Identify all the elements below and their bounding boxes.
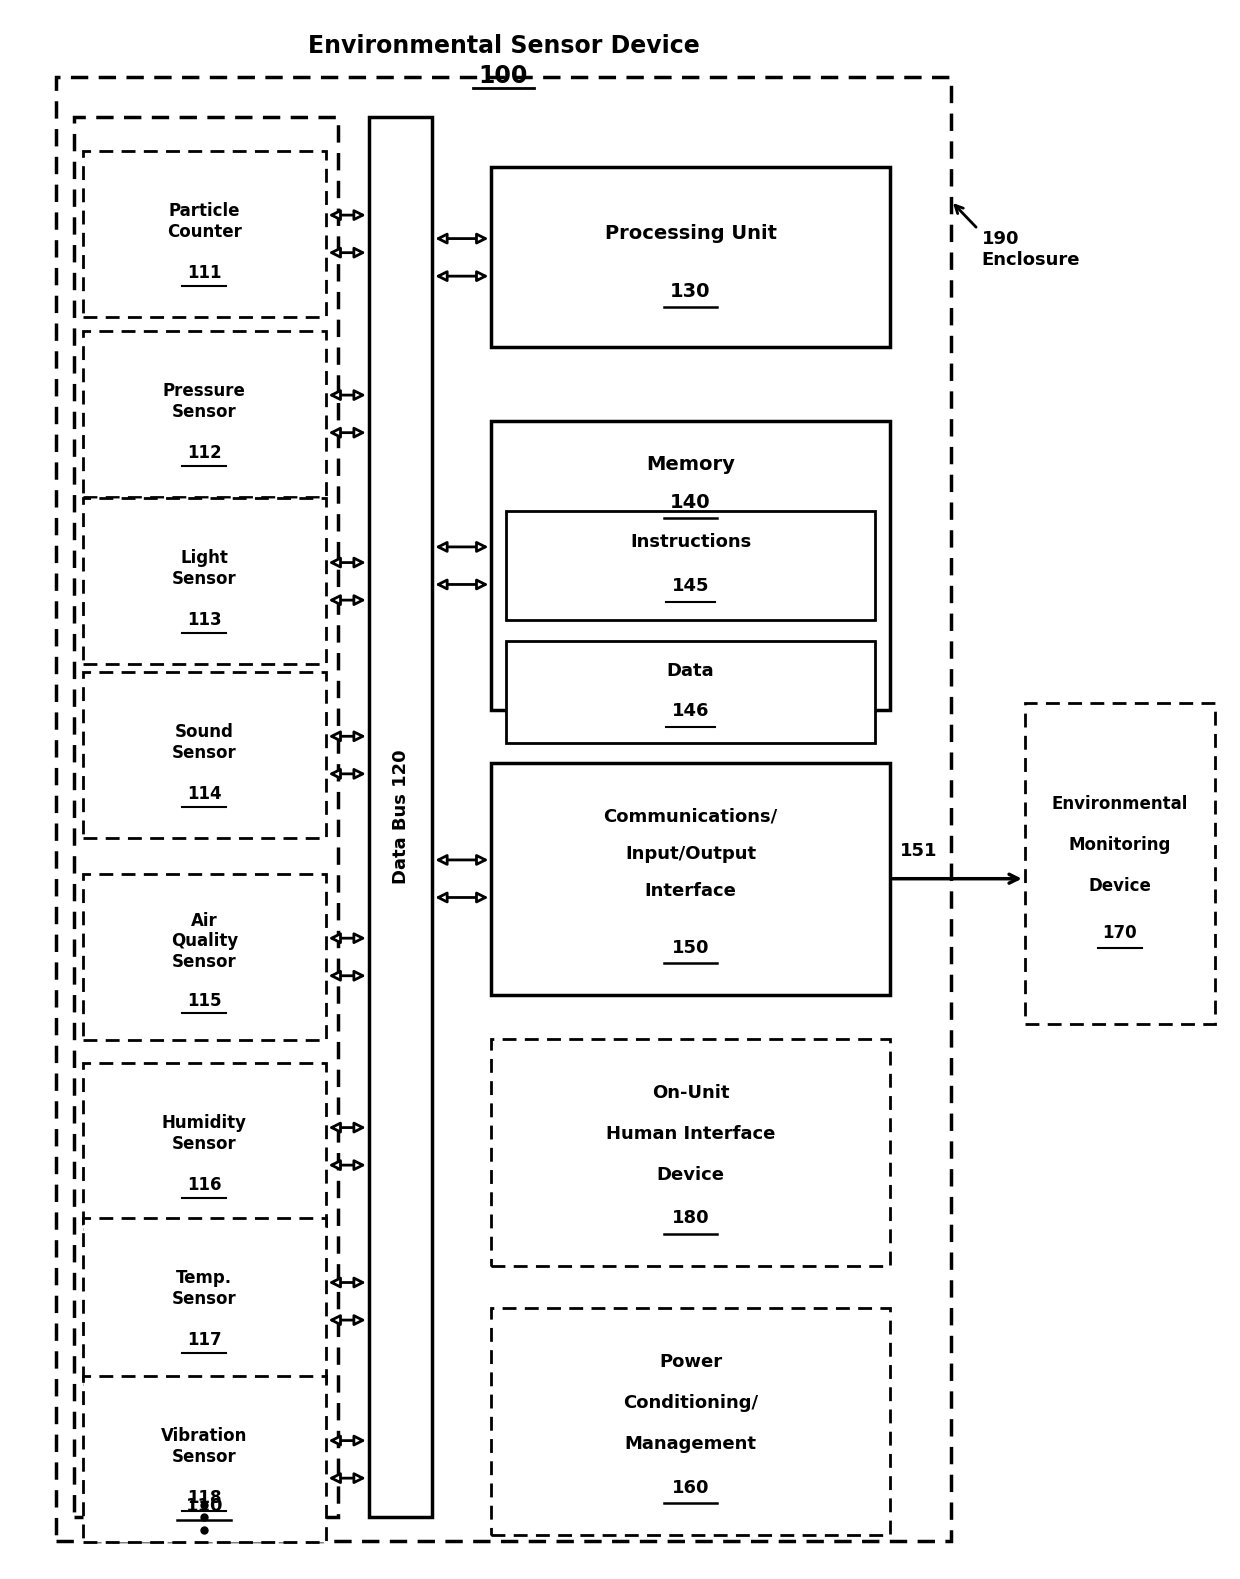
Text: Light
Sensor: Light Sensor	[172, 549, 237, 589]
Text: Interface: Interface	[645, 883, 737, 900]
Text: Conditioning/: Conditioning/	[622, 1394, 758, 1412]
Text: 117: 117	[187, 1331, 222, 1350]
Bar	[491, 1309, 890, 1535]
Text: Device: Device	[656, 1165, 724, 1184]
Text: Vibration
Sensor: Vibration Sensor	[161, 1427, 248, 1467]
Text: 118: 118	[187, 1489, 222, 1508]
Text: 111: 111	[187, 264, 222, 283]
Bar	[491, 167, 890, 347]
Text: Environmental: Environmental	[1052, 796, 1188, 813]
Text: 170: 170	[1102, 924, 1137, 941]
Text: 114: 114	[187, 785, 222, 804]
Text: Sound
Sensor: Sound Sensor	[172, 723, 237, 763]
Text: 130: 130	[671, 283, 711, 302]
Bar	[83, 1063, 326, 1230]
Text: 113: 113	[187, 611, 222, 630]
Bar	[506, 641, 875, 742]
Text: 110: 110	[186, 1497, 223, 1516]
Text: Input/Output: Input/Output	[625, 845, 756, 862]
Text: Data Bus 120: Data Bus 120	[392, 750, 409, 884]
Text: Device: Device	[1089, 876, 1151, 895]
Text: 150: 150	[672, 938, 709, 957]
Text: Environmental Sensor Device: Environmental Sensor Device	[308, 35, 699, 58]
Text: Power: Power	[658, 1353, 722, 1371]
Text: 180: 180	[672, 1210, 709, 1227]
Text: On-Unit: On-Unit	[652, 1085, 729, 1102]
Bar	[83, 1219, 326, 1385]
Text: 112: 112	[187, 444, 222, 463]
Bar	[491, 1039, 890, 1266]
Bar	[56, 77, 951, 1541]
Text: 146: 146	[672, 703, 709, 720]
Text: 140: 140	[670, 493, 711, 512]
Text: 115: 115	[187, 992, 222, 1011]
Bar	[83, 499, 326, 665]
Bar	[506, 512, 875, 621]
Bar	[83, 152, 326, 317]
Text: Monitoring: Monitoring	[1069, 835, 1171, 854]
Text: Human Interface: Human Interface	[606, 1124, 775, 1143]
Text: Memory: Memory	[646, 455, 735, 474]
Bar	[368, 117, 433, 1517]
Text: Management: Management	[625, 1435, 756, 1453]
Bar	[1024, 703, 1215, 1025]
Text: Processing Unit: Processing Unit	[605, 224, 776, 243]
Bar	[83, 673, 326, 838]
Text: Air
Quality
Sensor: Air Quality Sensor	[171, 911, 238, 971]
Text: 116: 116	[187, 1176, 222, 1194]
Text: Instructions: Instructions	[630, 534, 751, 551]
Text: 145: 145	[672, 576, 709, 595]
Bar	[491, 763, 890, 995]
Text: 151: 151	[899, 842, 937, 859]
Bar	[83, 332, 326, 497]
Text: 160: 160	[672, 1478, 709, 1497]
Text: 190
Enclosure: 190 Enclosure	[982, 231, 1080, 268]
Bar	[83, 1377, 326, 1543]
Bar	[83, 875, 326, 1041]
Text: Communications/: Communications/	[604, 807, 777, 826]
Text: Humidity
Sensor: Humidity Sensor	[162, 1115, 247, 1153]
Bar	[74, 117, 339, 1517]
Text: 100: 100	[479, 63, 528, 88]
Text: Temp.
Sensor: Temp. Sensor	[172, 1270, 237, 1307]
Text: Particle
Counter: Particle Counter	[167, 202, 242, 240]
Bar	[491, 422, 890, 711]
Text: Pressure
Sensor: Pressure Sensor	[162, 382, 246, 420]
Text: Data: Data	[667, 662, 714, 679]
